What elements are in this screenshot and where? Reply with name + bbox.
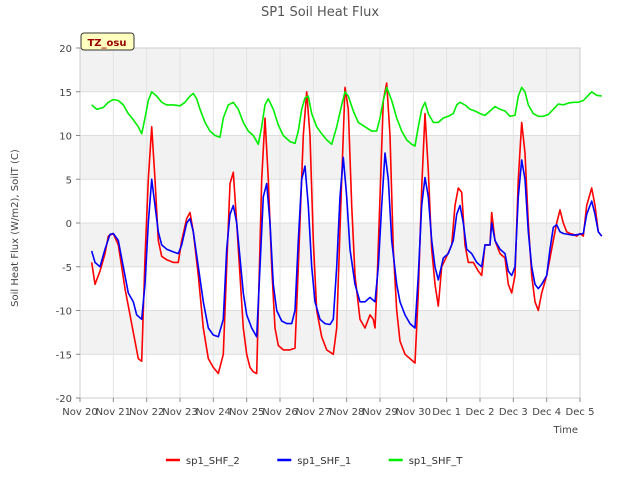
x-tick-label: Dec 3 — [499, 407, 528, 418]
y-tick-label: 15 — [59, 88, 72, 99]
series-lines — [90, 82, 603, 375]
plot-band — [80, 266, 580, 311]
x-tick-label: Nov 24 — [196, 407, 231, 418]
site-badge-label: TZ_osu — [87, 38, 126, 49]
plot-band — [80, 179, 580, 223]
legend-label-sp1-shf-1: sp1_SHF_1 — [297, 456, 351, 467]
y-tick-label: 20 — [59, 44, 72, 55]
legend: sp1_SHF_2 sp1_SHF_1 sp1_SHF_T — [165, 456, 464, 467]
x-tick-label: Nov 29 — [362, 407, 397, 418]
plot-band — [80, 310, 580, 355]
x-tick-label: Dec 1 — [432, 407, 461, 418]
y-tick-label: 10 — [59, 132, 72, 143]
x-tick-label: Dec 4 — [532, 407, 561, 418]
series-line-sp1-shf-2 — [90, 82, 603, 375]
x-tick-label: Nov 20 — [62, 407, 97, 418]
plot-band — [80, 91, 580, 136]
y-axis-label: Soil Heat Flux (W/m2), SoilT (C) — [10, 149, 21, 307]
y-axis-ticks: -20 -15 -10 -5 0 5 10 15 20 — [56, 44, 80, 405]
plot-band — [80, 354, 580, 398]
legend-label-sp1-shf-2: sp1_SHF_2 — [186, 456, 240, 467]
x-tick-label: Nov 23 — [162, 407, 197, 418]
y-tick-label: 5 — [66, 175, 72, 186]
site-badge: TZ_osu — [80, 32, 135, 51]
x-tick-label: Nov 30 — [396, 407, 431, 418]
y-tick-label: -15 — [56, 350, 72, 361]
x-axis-label: Time — [553, 425, 578, 436]
y-tick-label: -5 — [62, 263, 72, 274]
plot-band — [80, 48, 580, 92]
x-tick-label: Nov 21 — [96, 407, 131, 418]
x-tick-label: Nov 27 — [296, 407, 331, 418]
x-tick-label: Nov 28 — [329, 407, 364, 418]
series-line-sp1-shf-t — [91, 86, 602, 147]
chart-title: SP1 Soil Heat Flux — [261, 5, 379, 20]
y-tick-label: -10 — [56, 307, 72, 318]
legend-label-sp1-shf-t: sp1_SHF_T — [409, 456, 464, 467]
x-tick-label: Nov 25 — [229, 407, 264, 418]
x-tick-label: Dec 5 — [566, 407, 595, 418]
x-tick-label: Nov 26 — [262, 407, 297, 418]
y-tick-label: 0 — [66, 219, 72, 230]
plot-background — [80, 48, 580, 398]
x-tick-label: Nov 22 — [129, 407, 164, 418]
grid-lines — [79, 47, 581, 399]
series-line-sp1-shf-1 — [90, 152, 603, 338]
x-tick-label: Dec 2 — [466, 407, 495, 418]
y-tick-label: -20 — [56, 394, 72, 405]
